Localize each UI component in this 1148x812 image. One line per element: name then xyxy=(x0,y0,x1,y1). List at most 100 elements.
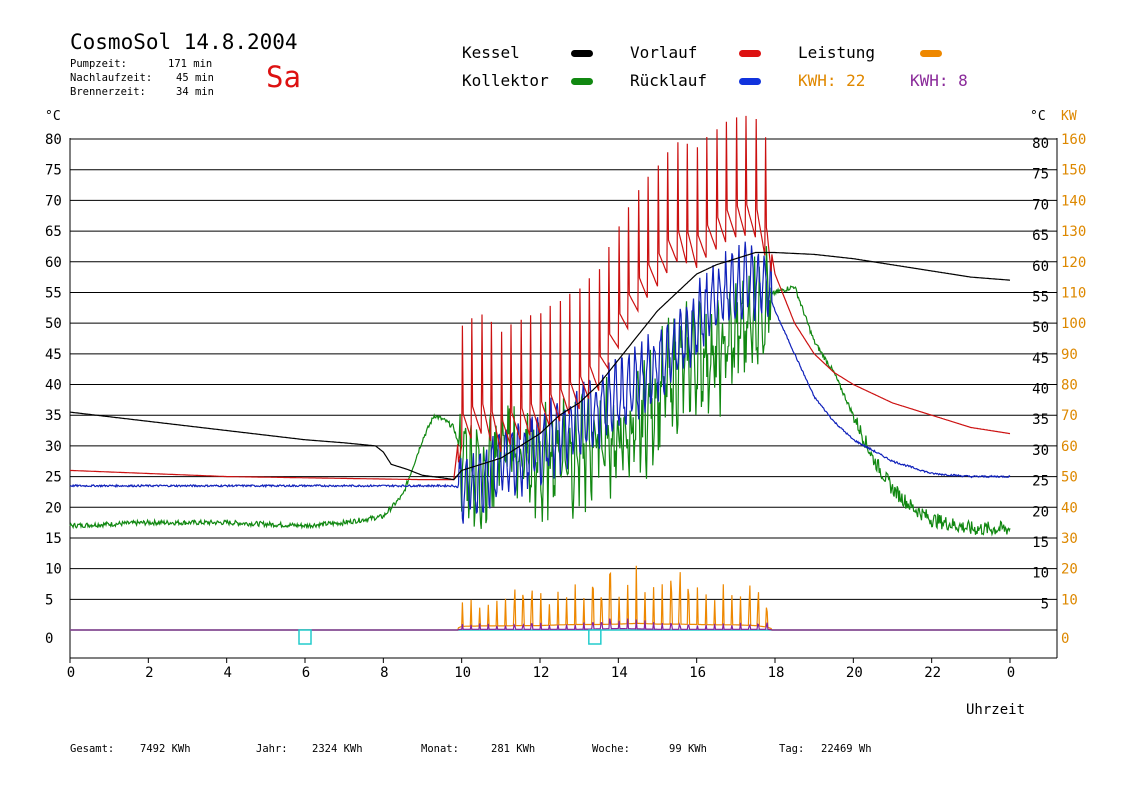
weekday-label: Sa xyxy=(266,60,301,94)
x-tick-label: 4 xyxy=(223,665,231,681)
series-vorlauf xyxy=(69,115,1011,481)
footer-tag-value: 22469 Wh xyxy=(821,743,872,755)
footer-gesamt-value: 7492 KWh xyxy=(140,743,191,755)
x-tick-label: 18 xyxy=(768,665,785,681)
legend-kessel-swatch xyxy=(571,50,593,57)
y-tick-right-kw: 160 xyxy=(1061,132,1086,148)
legend-ruecklauf-label: Rücklauf xyxy=(630,71,708,90)
y-tick-left: 70 xyxy=(45,193,62,209)
y-tick-right-celsius: 20 xyxy=(1032,504,1049,520)
y-tick-right-celsius: 80 xyxy=(1032,136,1049,152)
y-tick-left: 75 xyxy=(45,163,62,179)
nachlauf-label: Nachlaufzeit: xyxy=(70,72,153,84)
y-tick-right-kw: 80 xyxy=(1061,378,1078,394)
y-tick-right-celsius: 60 xyxy=(1032,259,1049,275)
series-kessel xyxy=(69,251,1011,481)
x-tick-label: 2 xyxy=(145,665,153,681)
legend-kwh-total: KWH: 22 xyxy=(798,71,866,90)
y-tick-right-kw: 140 xyxy=(1061,193,1086,209)
y-tick-left: 0 xyxy=(45,631,53,647)
right-axis-unit-celsius: °C xyxy=(1030,109,1046,124)
y-tick-left: 65 xyxy=(45,224,62,240)
footer-woche-label: Woche: xyxy=(592,743,630,755)
y-tick-right-celsius: 10 xyxy=(1032,566,1049,582)
footer-tag-label: Tag: xyxy=(779,743,805,755)
x-tick-label: 0 xyxy=(1007,665,1015,681)
legend-vorlauf-label: Vorlauf xyxy=(630,43,698,62)
x-tick-label: 22 xyxy=(924,665,941,681)
x-tick-label: 12 xyxy=(533,665,550,681)
y-tick-right-kw: 10 xyxy=(1061,592,1078,608)
x-tick-label: 20 xyxy=(846,665,863,681)
pumpzeit-value: 171 min xyxy=(168,58,213,70)
y-tick-left: 20 xyxy=(45,500,62,516)
y-tick-left: 5 xyxy=(45,592,53,608)
y-tick-left: 35 xyxy=(45,408,62,424)
footer-monat-label: Monat: xyxy=(421,743,459,755)
legend-kwh-secondary: KWH: 8 xyxy=(910,71,968,90)
chart-title: CosmoSol 14.8.2004 xyxy=(70,30,298,54)
series-ruecklauf xyxy=(69,241,1011,524)
x-tick-label: 14 xyxy=(611,665,628,681)
brenner-label: Brennerzeit: xyxy=(70,86,146,98)
y-tick-right-celsius: 25 xyxy=(1032,474,1049,490)
y-tick-right-celsius: 15 xyxy=(1032,535,1049,551)
y-tick-right-celsius: 40 xyxy=(1032,382,1049,398)
y-tick-right-celsius: 50 xyxy=(1032,320,1049,336)
left-axis-unit: °C xyxy=(45,109,61,124)
y-tick-right-kw: 70 xyxy=(1061,408,1078,424)
y-tick-left: 80 xyxy=(45,132,62,148)
legend-vorlauf-swatch xyxy=(739,50,761,57)
y-tick-left: 55 xyxy=(45,285,62,301)
y-tick-right-kw: 40 xyxy=(1061,500,1078,516)
legend-leistung-label: Leistung xyxy=(798,43,876,62)
nachlauf-value: 45 min xyxy=(176,72,214,84)
y-tick-left: 45 xyxy=(45,347,62,363)
x-tick-label: 10 xyxy=(454,665,471,681)
footer-gesamt-label: Gesamt: xyxy=(70,743,115,755)
baseline-marker xyxy=(588,629,602,645)
y-tick-left: 40 xyxy=(45,378,62,394)
y-tick-right-celsius: 65 xyxy=(1032,228,1049,244)
series-kwh-secondary xyxy=(70,618,1010,631)
y-tick-left: 60 xyxy=(45,255,62,271)
x-tick-label: 6 xyxy=(302,665,310,681)
footer-monat-value: 281 KWh xyxy=(491,743,536,755)
y-tick-right-kw: 90 xyxy=(1061,347,1078,363)
brenner-value: 34 min xyxy=(176,86,214,98)
x-tick-label: 0 xyxy=(67,665,75,681)
legend-kollektor-label: Kollektor xyxy=(462,71,549,90)
y-tick-right-kw: 130 xyxy=(1061,224,1086,240)
y-tick-right-celsius: 55 xyxy=(1032,289,1049,305)
y-tick-right-celsius: 75 xyxy=(1032,167,1049,183)
x-tick-label: 16 xyxy=(689,665,706,681)
y-tick-right-celsius: 30 xyxy=(1032,443,1049,459)
y-tick-right-celsius: 45 xyxy=(1032,351,1049,367)
baseline-marker xyxy=(298,629,312,645)
x-tick-label: 8 xyxy=(380,665,388,681)
y-tick-left: 10 xyxy=(45,562,62,578)
pumpzeit-label: Pumpzeit: xyxy=(70,58,127,70)
y-tick-right-kw: 100 xyxy=(1061,316,1086,332)
y-tick-right-kw: 60 xyxy=(1061,439,1078,455)
y-tick-left: 50 xyxy=(45,316,62,332)
y-tick-right-celsius: 5 xyxy=(1041,596,1049,612)
legend-leistung-swatch xyxy=(920,50,942,57)
footer-jahr-value: 2324 KWh xyxy=(312,743,363,755)
y-tick-right-kw: 30 xyxy=(1061,531,1078,547)
y-tick-right-celsius: 70 xyxy=(1032,197,1049,213)
series-leistung xyxy=(70,565,1010,631)
y-tick-left: 25 xyxy=(45,470,62,486)
x-axis-label: Uhrzeit xyxy=(966,702,1026,718)
y-tick-right-kw: 0 xyxy=(1061,631,1069,647)
legend-kessel-label: Kessel xyxy=(462,43,520,62)
right-axis-unit-kw: KW xyxy=(1061,109,1077,124)
y-tick-right-kw: 110 xyxy=(1061,285,1086,301)
y-tick-right-kw: 120 xyxy=(1061,255,1086,271)
series-kollektor xyxy=(69,246,1011,537)
y-tick-right-celsius: 35 xyxy=(1032,412,1049,428)
footer-jahr-label: Jahr: xyxy=(256,743,288,755)
legend-kollektor-swatch xyxy=(571,78,593,85)
y-tick-right-kw: 20 xyxy=(1061,562,1078,578)
